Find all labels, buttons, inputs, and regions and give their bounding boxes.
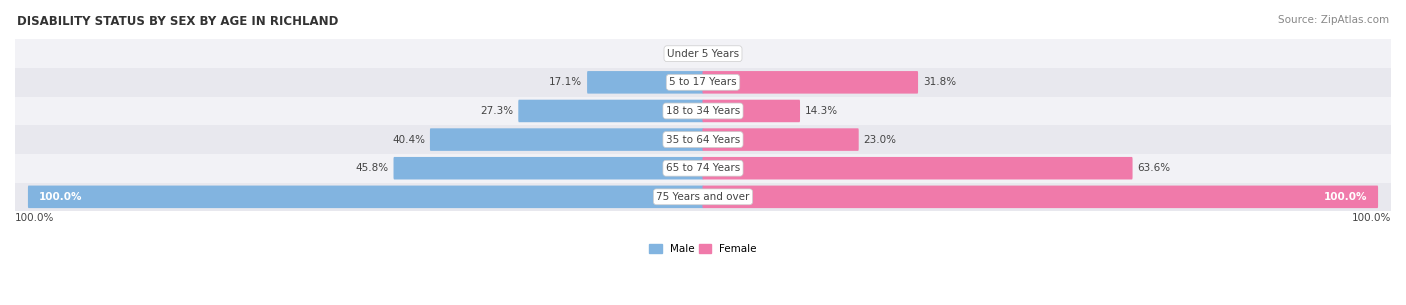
FancyBboxPatch shape: [430, 128, 703, 151]
Text: 65 to 74 Years: 65 to 74 Years: [666, 163, 740, 173]
FancyBboxPatch shape: [28, 185, 703, 208]
Text: 75 Years and over: 75 Years and over: [657, 192, 749, 202]
Text: 35 to 64 Years: 35 to 64 Years: [666, 135, 740, 145]
Bar: [15, 125, 1391, 154]
Text: 100.0%: 100.0%: [1351, 214, 1391, 224]
FancyBboxPatch shape: [588, 71, 703, 94]
Text: Source: ZipAtlas.com: Source: ZipAtlas.com: [1278, 15, 1389, 25]
Text: 27.3%: 27.3%: [481, 106, 513, 116]
FancyBboxPatch shape: [394, 157, 703, 179]
FancyBboxPatch shape: [703, 157, 1133, 179]
FancyBboxPatch shape: [703, 71, 918, 94]
FancyBboxPatch shape: [703, 185, 1378, 208]
Bar: [15, 68, 1391, 97]
Text: 31.8%: 31.8%: [922, 77, 956, 87]
Text: DISABILITY STATUS BY SEX BY AGE IN RICHLAND: DISABILITY STATUS BY SEX BY AGE IN RICHL…: [17, 15, 339, 28]
FancyBboxPatch shape: [703, 100, 800, 122]
Text: 0.0%: 0.0%: [671, 49, 697, 59]
Text: 100.0%: 100.0%: [15, 214, 55, 224]
Text: 23.0%: 23.0%: [863, 135, 897, 145]
Bar: [15, 97, 1391, 125]
Text: 100.0%: 100.0%: [38, 192, 82, 202]
Legend: Male, Female: Male, Female: [650, 244, 756, 254]
Text: 100.0%: 100.0%: [1324, 192, 1368, 202]
Text: 40.4%: 40.4%: [392, 135, 425, 145]
Text: 45.8%: 45.8%: [356, 163, 388, 173]
Bar: [15, 154, 1391, 182]
FancyBboxPatch shape: [519, 100, 703, 122]
Text: 18 to 34 Years: 18 to 34 Years: [666, 106, 740, 116]
Text: Under 5 Years: Under 5 Years: [666, 49, 740, 59]
FancyBboxPatch shape: [703, 128, 859, 151]
Text: 63.6%: 63.6%: [1137, 163, 1171, 173]
Bar: [15, 182, 1391, 211]
Text: 5 to 17 Years: 5 to 17 Years: [669, 77, 737, 87]
Bar: [15, 39, 1391, 68]
Text: 14.3%: 14.3%: [804, 106, 838, 116]
Text: 17.1%: 17.1%: [550, 77, 582, 87]
Text: 0.0%: 0.0%: [709, 49, 735, 59]
